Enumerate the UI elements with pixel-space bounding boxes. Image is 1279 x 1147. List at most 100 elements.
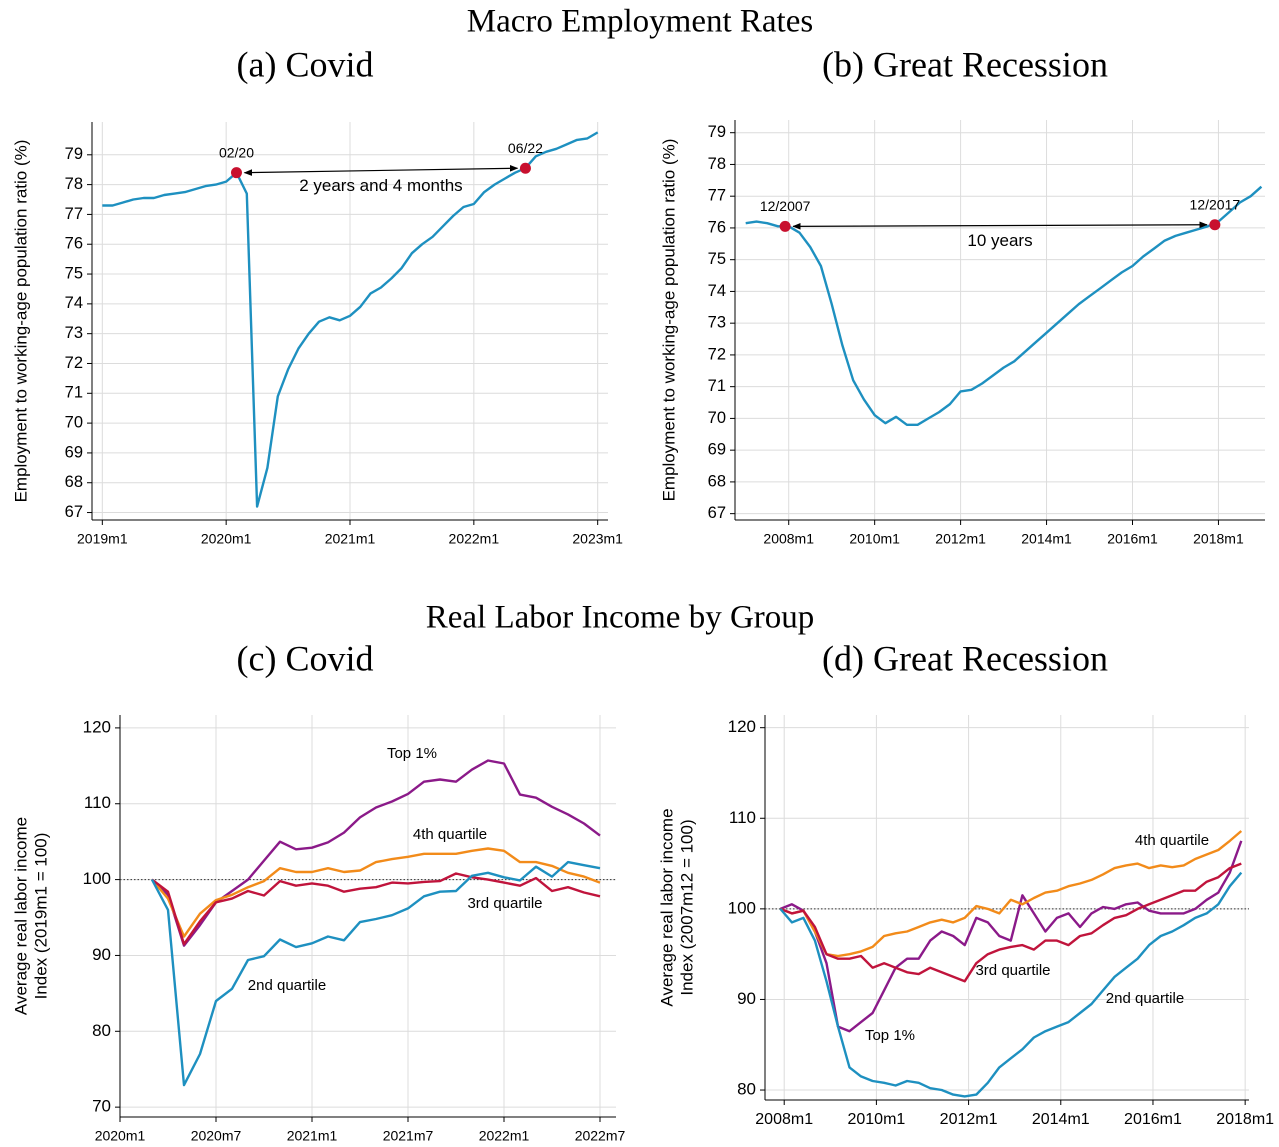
y-tick-label: 90 <box>737 989 756 1008</box>
y-tick-label: 74 <box>65 294 83 312</box>
marker-label: 06/22 <box>508 140 543 156</box>
y-tick-label: 110 <box>84 793 111 812</box>
data-line <box>779 830 1243 958</box>
x-tick-label: 2010m1 <box>847 1111 905 1128</box>
y-tick-label: 69 <box>65 443 83 461</box>
y-tick-label: 73 <box>65 324 83 342</box>
x-tick-label: 2012m1 <box>940 1111 998 1128</box>
y-tick-label: 73 <box>708 314 726 332</box>
x-tick-label: 2016m1 <box>1107 531 1158 547</box>
x-tick-label: 2020m1 <box>201 531 252 547</box>
marker-point <box>779 220 791 232</box>
y-tick-label: 69 <box>708 441 726 459</box>
x-tick-label: 2022m7 <box>575 1128 626 1144</box>
x-tick-label: 2023m1 <box>572 531 623 547</box>
x-tick-label: 2019m1 <box>77 531 128 547</box>
panel-title: (c) Covid <box>237 638 374 678</box>
y-tick-label: 72 <box>65 354 83 372</box>
marker-point <box>230 167 242 179</box>
y-tick-label: 77 <box>708 187 726 205</box>
span-label: 10 years <box>967 231 1032 250</box>
y-tick-label: 78 <box>65 175 83 193</box>
y-tick-label: 74 <box>708 282 726 300</box>
series-label: 2nd quartile <box>248 977 326 994</box>
series-label: 3rd quartile <box>467 895 542 912</box>
y-axis-label: Average real labor income <box>657 808 676 1006</box>
x-tick-label: 2008m1 <box>755 1111 813 1128</box>
y-tick-label: 68 <box>65 473 83 491</box>
y-axis-label: Employment to working-age population rat… <box>659 139 678 502</box>
data-line <box>779 862 1242 983</box>
x-tick-label: 2014m1 <box>1032 1111 1090 1128</box>
y-tick-label: 80 <box>737 1080 756 1099</box>
y-tick-label: 67 <box>65 503 83 521</box>
marker-label: 02/20 <box>219 144 254 160</box>
y-tick-label: 72 <box>708 345 726 363</box>
marker-point <box>519 162 531 174</box>
x-tick-label: 2018m1 <box>1193 531 1244 547</box>
y-tick-label: 77 <box>65 205 83 223</box>
series-label: Top 1% <box>865 1027 915 1044</box>
y-tick-label: 80 <box>92 1021 111 1040</box>
y-tick-label: 79 <box>65 145 83 163</box>
y-tick-label: 120 <box>728 717 756 736</box>
y-tick-label: 68 <box>708 472 726 490</box>
y-tick-label: 79 <box>708 123 726 141</box>
series-label: 2nd quartile <box>1106 990 1184 1007</box>
y-tick-label: 100 <box>728 898 756 917</box>
y-tick-label: 76 <box>708 218 726 236</box>
panel-title: (b) Great Recession <box>822 44 1108 84</box>
y-axis-label: Index (2019m1 = 100) <box>31 833 50 1000</box>
x-tick-label: 2021m1 <box>287 1128 338 1144</box>
section-heading: Macro Employment Rates <box>467 4 813 40</box>
span-label: 2 years and 4 months <box>299 176 462 195</box>
marker-label: 12/2017 <box>1190 196 1241 212</box>
y-tick-label: 71 <box>65 384 83 402</box>
x-tick-label: 2010m1 <box>849 531 900 547</box>
data-line <box>151 759 601 947</box>
series-label: 4th quartile <box>1135 832 1209 849</box>
y-tick-label: 67 <box>708 504 726 522</box>
x-tick-label: 2020m7 <box>191 1128 242 1144</box>
panel-title: (d) Great Recession <box>822 638 1108 678</box>
x-tick-label: 2020m1 <box>95 1128 146 1144</box>
y-tick-label: 90 <box>92 945 111 964</box>
span-arrow <box>792 221 1208 230</box>
y-tick-label: 70 <box>92 1097 111 1116</box>
x-tick-label: 2018m1 <box>1216 1111 1274 1128</box>
section-heading: Real Labor Income by Group <box>426 600 815 636</box>
data-line <box>151 847 601 938</box>
x-tick-label: 2014m1 <box>1021 531 1072 547</box>
y-tick-label: 76 <box>65 235 83 253</box>
data-line <box>745 185 1263 426</box>
y-axis-label: Employment to working-age population rat… <box>11 140 30 503</box>
y-tick-label: 75 <box>708 250 726 268</box>
marker-label: 12/2007 <box>760 198 811 214</box>
x-tick-label: 2021m7 <box>383 1128 434 1144</box>
series-label: 4th quartile <box>413 826 487 843</box>
y-tick-label: 78 <box>708 155 726 173</box>
y-tick-label: 75 <box>65 264 83 282</box>
y-tick-label: 100 <box>83 869 111 888</box>
x-tick-label: 2012m1 <box>935 531 986 547</box>
span-arrow <box>243 164 519 176</box>
y-tick-label: 110 <box>729 808 756 827</box>
series-label: Top 1% <box>387 745 437 762</box>
data-line <box>150 860 601 1087</box>
x-tick-label: 2016m1 <box>1124 1111 1182 1128</box>
marker-point <box>1209 219 1221 231</box>
panel-title: (a) Covid <box>237 44 374 84</box>
y-tick-label: 70 <box>65 413 83 431</box>
data-line <box>779 871 1243 1098</box>
y-tick-label: 71 <box>708 377 726 395</box>
x-tick-label: 2021m1 <box>325 531 376 547</box>
x-tick-label: 2008m1 <box>763 531 814 547</box>
y-axis-label: Average real labor income <box>11 817 30 1015</box>
series-label: 3rd quartile <box>975 962 1050 979</box>
y-axis-label: Index (2007m12 = 100) <box>677 819 696 995</box>
data-line <box>151 872 601 946</box>
x-tick-label: 2022m1 <box>449 531 500 547</box>
data-line <box>779 840 1243 1033</box>
y-tick-label: 120 <box>83 717 111 736</box>
